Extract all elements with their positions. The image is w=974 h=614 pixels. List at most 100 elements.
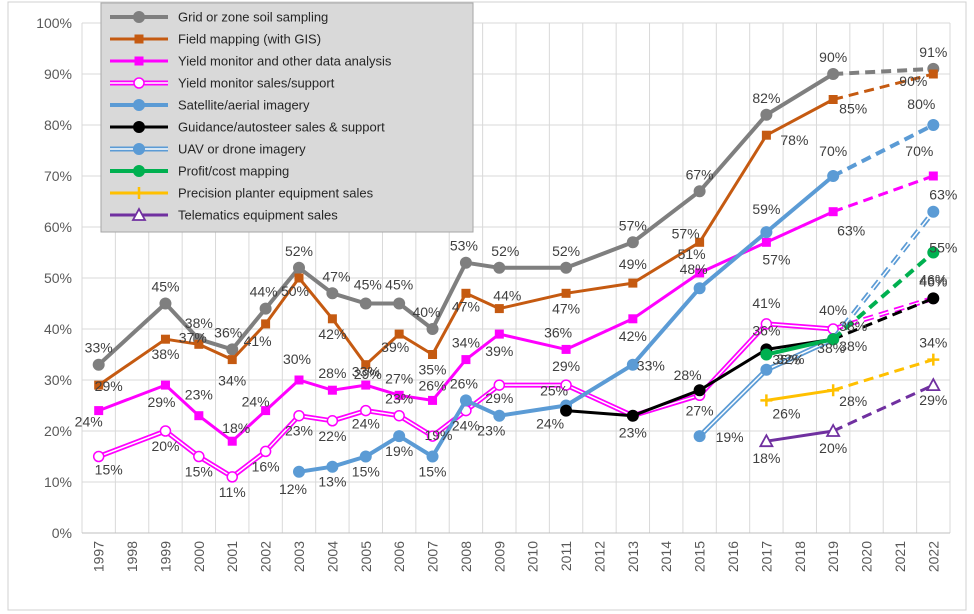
series-projection-line (831, 250, 935, 341)
x-tick-label: 2009 (491, 541, 507, 572)
data-point (294, 375, 304, 385)
data-point (393, 430, 406, 443)
data-label: 24% (536, 416, 564, 432)
data-label: 29% (147, 394, 175, 410)
x-tick-label: 2017 (758, 541, 774, 572)
series (760, 246, 940, 361)
data-point (827, 384, 840, 397)
data-label: 46% (919, 273, 947, 289)
x-tick-label: 2003 (291, 541, 307, 572)
series-projection-line (832, 72, 934, 101)
data-label: 15% (418, 464, 446, 480)
data-point (928, 69, 938, 79)
data-point (561, 344, 571, 354)
legend-label: Satellite/aerial imagery (178, 98, 310, 113)
data-label: 19% (424, 427, 452, 443)
data-label: 91% (919, 44, 947, 60)
series (92, 62, 940, 371)
data-point (394, 390, 404, 400)
data-label: 28% (674, 367, 702, 383)
legend-entry: Yield monitor sales/support (110, 76, 335, 91)
data-label: 33% (352, 364, 380, 380)
data-label: 27% (385, 370, 413, 386)
data-point (428, 395, 438, 405)
data-point (226, 343, 239, 356)
legend-label: Grid or zone soil sampling (178, 10, 328, 25)
data-label: 37% (179, 329, 207, 345)
data-label: 15% (95, 462, 123, 478)
data-point (361, 360, 371, 370)
data-label: 15% (185, 464, 213, 480)
x-tick-label: 2006 (391, 541, 407, 572)
data-point (494, 329, 504, 339)
data-label: 52% (552, 243, 580, 259)
data-point (327, 385, 337, 395)
data-label: 50% (281, 283, 309, 299)
data-label: 67% (686, 166, 714, 182)
data-point (459, 394, 472, 407)
data-point (827, 170, 840, 182)
data-point (393, 409, 405, 422)
data-label: 33% (85, 340, 113, 356)
data-point (626, 236, 639, 249)
data-point (94, 406, 104, 416)
data-point (293, 465, 305, 478)
data-label: 40% (819, 302, 847, 318)
data-point (159, 297, 172, 310)
series-projection-line (832, 358, 934, 392)
data-point (693, 384, 706, 397)
data-label: 44% (250, 284, 278, 300)
data-label: 41% (244, 333, 272, 349)
data-label: 38% (151, 346, 179, 362)
legend-label: Yield monitor and other data analysis (178, 54, 392, 69)
y-tick-label: 20% (44, 423, 72, 439)
data-label: 39% (485, 343, 513, 359)
data-point (361, 380, 371, 390)
data-point (326, 460, 339, 473)
data-label: 90% (819, 49, 847, 65)
y-axis-tick-labels: 0% 10% 20% 30% 40% 50% 60% 70% 80% 90% 100% (36, 15, 72, 541)
data-label: 30% (283, 351, 311, 367)
data-point (160, 380, 170, 390)
data-label: 34% (218, 373, 246, 389)
data-label: 36% (214, 324, 242, 340)
data-point (160, 334, 170, 344)
data-label: 47% (322, 268, 350, 284)
data-label: 44% (493, 288, 521, 304)
data-label: 51% (678, 246, 706, 262)
data-point (293, 261, 305, 274)
data-label: 48% (680, 261, 708, 277)
data-point (426, 430, 439, 442)
y-tick-label: 10% (44, 474, 72, 490)
series-projection-line (832, 174, 934, 214)
legend-label: Field mapping (with GIS) (178, 32, 321, 47)
data-point (760, 226, 773, 239)
data-point (760, 108, 773, 121)
data-point (131, 207, 147, 221)
data-label: 23% (477, 423, 505, 439)
legend-entry: Field mapping (with GIS) (110, 32, 321, 47)
data-point (133, 77, 145, 89)
data-point (426, 323, 439, 335)
series (293, 119, 940, 478)
data-label: 32% (776, 351, 804, 367)
data-label: 42% (318, 326, 346, 342)
data-label: 29% (485, 390, 513, 406)
data-point (461, 288, 471, 298)
series-projection-line (833, 66, 934, 76)
data-label: 46% (919, 271, 947, 287)
x-tick-label: 2008 (458, 541, 474, 572)
data-label: 57% (672, 225, 700, 241)
data-label: 18% (752, 450, 780, 466)
data-label: 55% (929, 240, 957, 256)
data-point (927, 353, 940, 366)
data-label: 13% (318, 474, 346, 490)
x-tick-label: 2007 (425, 541, 441, 572)
x-axis-tick-labels: 1997 1998 1999 2000 2001 2002 2003 2004 2005 2006… (91, 541, 942, 572)
data-label: 36% (544, 324, 572, 340)
legend-label: UAV or drone imagery (178, 142, 306, 157)
y-tick-label: 0% (52, 525, 72, 541)
data-label: 26% (418, 377, 446, 393)
legend-label: Yield monitor sales/support (178, 76, 335, 91)
